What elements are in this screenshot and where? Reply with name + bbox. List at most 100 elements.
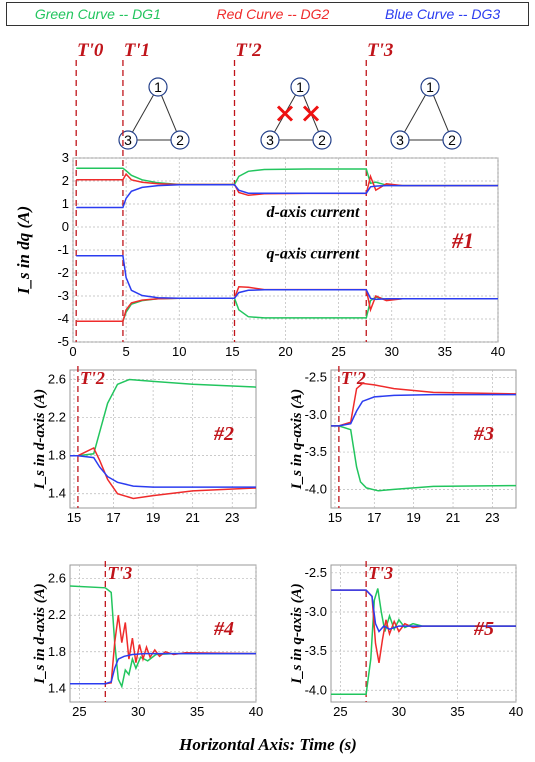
y-tick-label: -3 bbox=[57, 288, 69, 303]
y-tick-label: 1.8 bbox=[48, 644, 66, 659]
y-tick-label: 3 bbox=[62, 150, 69, 165]
fault-cross-icon bbox=[302, 105, 320, 122]
plot-area bbox=[330, 564, 517, 703]
plot-area bbox=[69, 369, 257, 509]
y-tick-label: -1 bbox=[57, 242, 69, 257]
bus-node bbox=[290, 77, 310, 97]
y-tick-label: -4.0 bbox=[305, 481, 327, 496]
bus-node-label: 3 bbox=[266, 132, 274, 148]
bus-node-label: 1 bbox=[426, 79, 434, 95]
series-line-dg2 bbox=[70, 446, 257, 500]
bus-node-label: 2 bbox=[176, 132, 184, 148]
bus-node bbox=[260, 130, 280, 150]
series-line-dg1 bbox=[69, 585, 256, 689]
fault-cross-icon bbox=[276, 105, 294, 122]
event-marker-label: T'2 bbox=[341, 368, 366, 388]
y-axis-label: I_s in q-axis (A) bbox=[289, 583, 305, 684]
series-line-dg2 bbox=[76, 286, 498, 323]
bus-node-label: 2 bbox=[448, 132, 456, 148]
x-tick-label: 35 bbox=[438, 344, 452, 359]
plot-4: 25 30 35 40 1.4 1.8 2.2 2.6 T'3 I_s in d-axis (A)… bbox=[32, 561, 263, 719]
y-tick-label: 2.2 bbox=[48, 607, 66, 622]
topology-diagram-1: 1 2 3 bbox=[118, 77, 190, 150]
plot-2: 15 17 19 21 23 1.4 1.8 2.2 2.6 T'2 I_s in d-axis (… bbox=[32, 366, 257, 525]
bus-node bbox=[420, 77, 440, 97]
x-tick-label: 19 bbox=[146, 510, 160, 525]
y-tick-label: -3.0 bbox=[305, 604, 327, 619]
y-tick-label: -2.5 bbox=[305, 369, 327, 384]
bus-node bbox=[390, 130, 410, 150]
series-line-dg3 bbox=[76, 183, 498, 209]
y-tick-label: -4 bbox=[57, 311, 69, 326]
x-tick-label: 30 bbox=[131, 704, 145, 719]
x-tick-label: 40 bbox=[491, 344, 505, 359]
x-tick-label: 25 bbox=[331, 344, 345, 359]
x-axis-title: Horizontal Axis: Time (s) bbox=[178, 735, 357, 754]
panel-id: #2 bbox=[213, 423, 234, 445]
x-tick-label: 40 bbox=[249, 704, 263, 719]
y-axis-label: I_s in d-axis (A) bbox=[32, 389, 48, 490]
y-tick-label: 2.6 bbox=[48, 571, 66, 586]
event-marker-label: T'3 bbox=[368, 563, 393, 583]
y-tick-label: 0 bbox=[62, 219, 69, 234]
y-tick-label: 1.4 bbox=[48, 680, 66, 695]
x-tick-label: 5 bbox=[123, 344, 130, 359]
event-marker-label: T'3 bbox=[107, 563, 132, 583]
y-tick-label: 1.8 bbox=[48, 448, 66, 463]
x-tick-label: 15 bbox=[225, 344, 239, 359]
event-marker-label: T'1 bbox=[124, 40, 150, 61]
y-tick-label: -5 bbox=[57, 334, 69, 349]
series-line-dg1 bbox=[331, 425, 517, 492]
y-axis-label: I_s in dq (A) bbox=[14, 206, 33, 295]
y-tick-label: 1 bbox=[62, 196, 69, 211]
series-line-dg3 bbox=[70, 652, 256, 685]
x-tick-label: 23 bbox=[225, 510, 239, 525]
event-marker-label: T'3 bbox=[367, 40, 393, 61]
x-tick-label: 35 bbox=[450, 704, 464, 719]
bus-node-label: 3 bbox=[124, 132, 132, 148]
plot-1: 0 5 10 15 20 25 30 35 40 -5 -4 -3 -2 -1 0 1 2 3 T'0 T'1 T'2 T… bbox=[14, 40, 505, 359]
series-line-dg3 bbox=[70, 454, 256, 488]
topology-diagrams: 1 2 3 1 2 3 1 2 3 bbox=[118, 77, 462, 150]
event-marker-label: T'2 bbox=[235, 40, 262, 61]
x-tick-label: 17 bbox=[106, 510, 120, 525]
y-tick-label: 1.4 bbox=[48, 486, 66, 501]
series-line-dg1 bbox=[70, 378, 257, 457]
plot-5: 25 30 35 40 -2.5 -3.0 -3.5 -4.0 T'3 I_s in q-axis… bbox=[289, 561, 523, 719]
y-tick-label: 2.6 bbox=[48, 372, 66, 387]
bus-node bbox=[148, 77, 168, 97]
x-tick-label: 21 bbox=[185, 510, 199, 525]
y-axis-label: I_s in d-axis (A) bbox=[32, 583, 48, 684]
y-axis-label: I_s in q-axis (A) bbox=[289, 389, 305, 490]
y-tick-label: 2 bbox=[62, 173, 69, 188]
legend-dg2: Red Curve -- DG2 bbox=[216, 6, 330, 22]
legend: Green Curve -- DG1 Red Curve -- DG2 Blue… bbox=[6, 2, 529, 26]
y-tick-label: -4.0 bbox=[305, 682, 327, 697]
x-tick-label: 15 bbox=[328, 510, 342, 525]
plot-3: 15 17 19 21 23 -2.5 -3.0 -3.5 -4.0 T'2 I_s in q-ax… bbox=[289, 366, 517, 525]
x-tick-label: 17 bbox=[367, 510, 381, 525]
y-tick-label: -2.5 bbox=[305, 565, 327, 580]
series-line-dg3 bbox=[331, 589, 516, 633]
bus-node bbox=[170, 130, 190, 150]
legend-dg3: Blue Curve -- DG3 bbox=[385, 6, 501, 22]
series-line-dg2 bbox=[76, 172, 498, 197]
bus-node-label: 1 bbox=[296, 79, 304, 95]
x-tick-label: 30 bbox=[385, 344, 399, 359]
y-tick-label: -3.5 bbox=[305, 643, 327, 658]
panel-id: #5 bbox=[473, 618, 494, 640]
x-tick-label: 19 bbox=[406, 510, 420, 525]
x-tick-label: 10 bbox=[172, 344, 186, 359]
x-tick-label: 20 bbox=[278, 344, 292, 359]
event-marker-label: T'2 bbox=[80, 368, 105, 388]
x-tick-label: 21 bbox=[446, 510, 460, 525]
series-line-dg1 bbox=[76, 167, 498, 187]
legend-dg1: Green Curve -- DG1 bbox=[34, 6, 161, 22]
x-tick-label: 23 bbox=[485, 510, 499, 525]
x-tick-label: 35 bbox=[190, 704, 204, 719]
series-line-dg3 bbox=[331, 393, 516, 427]
bus-node-label: 3 bbox=[396, 132, 404, 148]
x-tick-label: 30 bbox=[392, 704, 406, 719]
y-tick-label: 2.2 bbox=[48, 410, 66, 425]
bus-node bbox=[442, 130, 462, 150]
